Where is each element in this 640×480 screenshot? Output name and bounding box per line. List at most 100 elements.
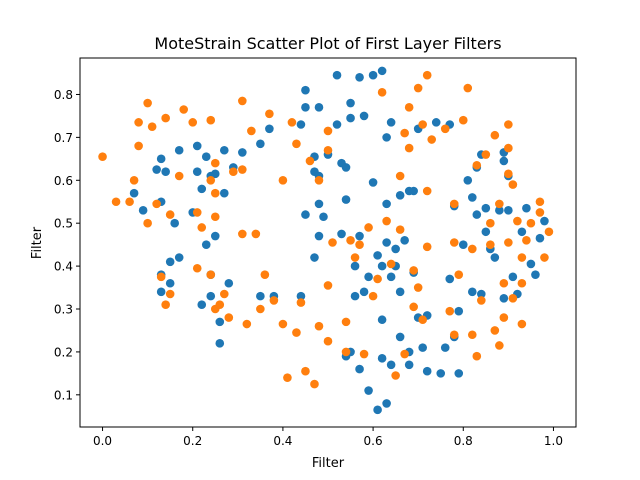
- data-point: [355, 364, 364, 374]
- data-point: [373, 251, 382, 260]
- data-point: [391, 371, 400, 380]
- data-point: [238, 148, 247, 157]
- data-point: [296, 120, 306, 129]
- data-point: [165, 210, 175, 219]
- data-point: [143, 98, 152, 108]
- data-point: [477, 289, 486, 299]
- data-point: [422, 242, 432, 252]
- data-point: [305, 156, 315, 166]
- data-point: [219, 145, 229, 155]
- data-point: [156, 154, 166, 164]
- data-point: [238, 165, 247, 174]
- data-point: [247, 126, 256, 136]
- data-point: [350, 261, 360, 271]
- points-layer: [98, 66, 554, 415]
- data-point: [238, 229, 247, 239]
- x-axis-label: Filter: [312, 456, 345, 471]
- data-point: [314, 231, 324, 241]
- data-point: [192, 141, 202, 151]
- data-point: [210, 169, 220, 179]
- data-point: [134, 141, 143, 151]
- data-point: [355, 73, 364, 82]
- data-point: [382, 399, 391, 408]
- data-point: [409, 302, 418, 312]
- data-point: [418, 120, 427, 129]
- data-point: [400, 236, 409, 245]
- data-point: [422, 70, 432, 80]
- data-point: [522, 203, 531, 213]
- data-point: [395, 191, 405, 200]
- data-point: [382, 133, 391, 142]
- data-point: [440, 343, 450, 352]
- data-point: [463, 175, 473, 185]
- data-point: [386, 259, 396, 269]
- data-point: [161, 300, 170, 310]
- data-point: [192, 167, 202, 176]
- data-point: [283, 373, 292, 382]
- data-point: [490, 253, 500, 262]
- y-axis-label: Filter: [30, 226, 45, 259]
- data-point: [301, 85, 310, 95]
- data-point: [179, 105, 189, 114]
- data-point: [156, 287, 166, 297]
- data-point: [413, 283, 423, 292]
- data-point: [454, 270, 464, 279]
- data-point: [161, 167, 170, 176]
- data-point: [174, 145, 184, 155]
- y-tick-label: 0.2: [54, 345, 73, 359]
- y-tick-label: 0.3: [54, 303, 73, 317]
- data-point: [229, 167, 238, 176]
- data-point: [355, 240, 364, 249]
- data-point: [278, 319, 288, 329]
- data-point: [206, 291, 216, 301]
- data-point: [210, 188, 220, 198]
- data-point: [346, 113, 355, 123]
- data-point: [517, 278, 527, 288]
- data-point: [301, 210, 310, 219]
- data-point: [508, 293, 518, 303]
- data-point: [531, 270, 540, 279]
- data-point: [328, 238, 337, 247]
- data-point: [386, 360, 396, 370]
- data-point: [224, 278, 234, 288]
- data-point: [301, 366, 310, 376]
- data-point: [192, 208, 202, 217]
- data-point: [323, 126, 333, 136]
- data-point: [98, 152, 107, 161]
- data-point: [359, 349, 369, 359]
- data-point: [355, 231, 364, 241]
- data-point: [490, 326, 500, 335]
- data-point: [386, 118, 396, 127]
- data-point: [269, 296, 279, 305]
- data-point: [251, 229, 261, 239]
- data-point: [504, 206, 513, 215]
- data-point: [111, 197, 121, 207]
- data-point: [152, 165, 161, 174]
- data-point: [256, 291, 265, 301]
- data-point: [404, 143, 414, 153]
- data-point: [165, 289, 175, 299]
- data-point: [377, 354, 387, 363]
- data-point: [260, 270, 270, 279]
- data-point: [256, 139, 265, 149]
- data-point: [508, 180, 518, 189]
- data-point: [215, 339, 225, 348]
- data-point: [449, 199, 459, 209]
- y-axis: 0.1 0.2 0.3 0.4 0.5 0.6 0.7 0.8: [54, 88, 80, 402]
- data-point: [341, 163, 351, 172]
- data-point: [454, 369, 464, 378]
- data-point: [486, 218, 495, 228]
- data-point: [535, 208, 545, 217]
- data-point: [368, 178, 378, 187]
- data-point: [256, 304, 265, 314]
- data-point: [210, 158, 220, 168]
- data-point: [526, 218, 536, 228]
- data-point: [472, 210, 482, 219]
- x-tick-label: 0.4: [273, 434, 292, 448]
- data-point: [138, 206, 148, 215]
- data-point: [517, 253, 527, 262]
- data-point: [382, 238, 391, 247]
- data-point: [481, 203, 491, 213]
- data-point: [504, 120, 513, 129]
- data-point: [296, 298, 306, 307]
